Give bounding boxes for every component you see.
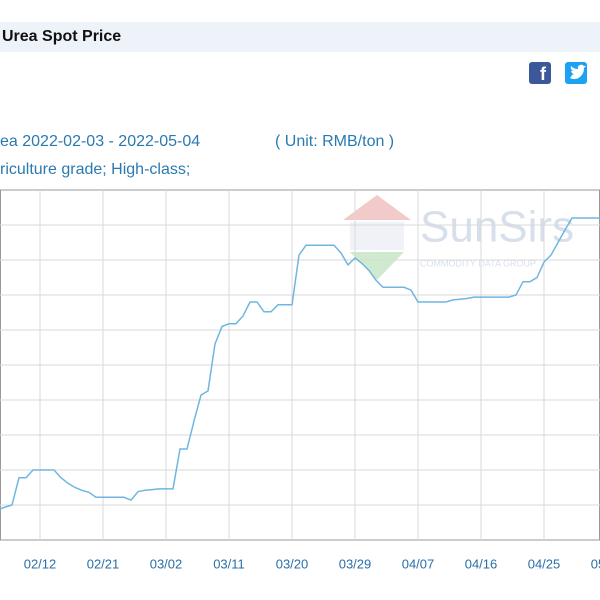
svg-text:f: f <box>540 64 547 84</box>
x-tick-label: 05/04 <box>591 556 600 571</box>
twitter-icon[interactable] <box>565 62 587 84</box>
price-line <box>0 217 600 510</box>
unit-label: ( Unit: RMB/ton ) <box>275 133 394 150</box>
x-tick-label: 03/29 <box>339 556 372 571</box>
header-title: Urea Spot Price <box>2 28 121 45</box>
watermark-subtext: COMMODITY DATA GROUP <box>420 258 536 268</box>
x-tick-label: 02/12 <box>24 556 57 571</box>
x-tick-label: 03/11 <box>213 556 245 571</box>
watermark-text: SunSirs <box>420 203 574 252</box>
header-bar <box>0 22 600 52</box>
facebook-icon[interactable]: f <box>529 62 551 84</box>
watermark: SunSirs COMMODITY DATA GROUP <box>343 195 574 280</box>
x-tick-label: 04/16 <box>465 556 498 571</box>
x-tick-label: 04/07 <box>402 556 435 571</box>
x-tick-label: 04/25 <box>528 556 561 571</box>
x-tick-label: 02/21 <box>87 556 120 571</box>
x-tick-label: 03/02 <box>150 556 183 571</box>
chart-title: ea 2022-02-03 - 2022-05-04 <box>0 133 200 150</box>
x-tick-label: 03/20 <box>276 556 309 571</box>
chart-subtitle: riculture grade; High-class; <box>0 161 190 178</box>
